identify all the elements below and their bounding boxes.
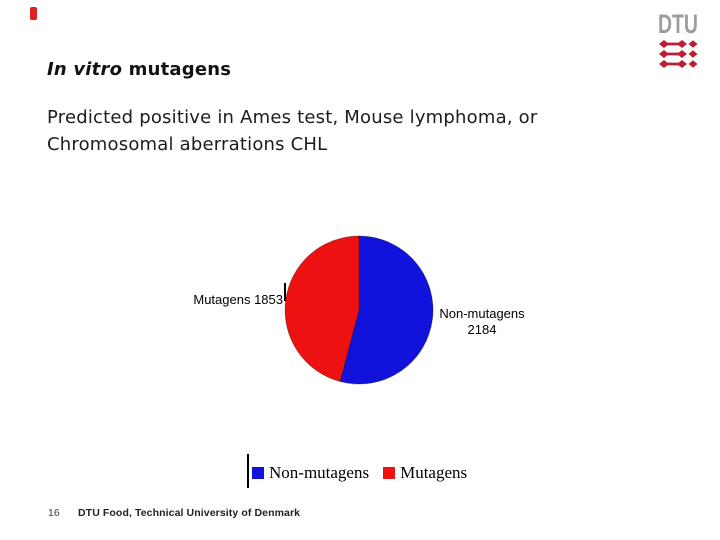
pie-label-non-mutagens-value: 2184 [467,322,497,337]
subtitle-line-1: Predicted positive in Ames test, Mouse l… [47,107,538,128]
pie-label-mutagens: Mutagens 1853 [193,292,283,307]
slide-page-number: 16 [48,507,60,519]
dtu-logo-text: DTU [658,9,698,39]
subtitle-line-2: Chromosomal aberrations CHL [47,134,328,155]
slide-subtitle: Predicted positive in Ames test, Mouse l… [47,104,538,158]
slide-title-regular: mutagens [122,59,232,80]
legend-swatch-blue-icon [252,467,264,479]
legend-border-line [247,454,249,488]
legend-label-non-mutagens: Non-mutagens [269,463,370,482]
slide-title-italic: In vitro [47,59,123,80]
slide-title: In vitro mutagens [47,59,231,80]
pie-chart-svg [284,235,434,385]
slide-footer-text: DTU Food, Technical University of Denmar… [78,507,301,519]
legend-label-mutagens: Mutagens [400,463,468,482]
dtu-emblem-group [659,40,698,68]
legend-swatch-red-icon [383,467,396,479]
chart-legend: Non-mutagens Mutagens [252,463,481,483]
pie-slice-0 [339,235,434,385]
slide-accent-marker [30,7,37,20]
legend-entry-mutagens: Mutagens [383,463,467,483]
dtu-emblem-icon [659,40,698,68]
pie-label-non-mutagens-name: Non-mutagens [439,306,525,321]
pie-label-leader-line [284,283,286,301]
pie-label-non-mutagens: Non-mutagens 2184 [434,306,530,338]
legend-entry-non-mutagens: Non-mutagens [252,463,369,483]
